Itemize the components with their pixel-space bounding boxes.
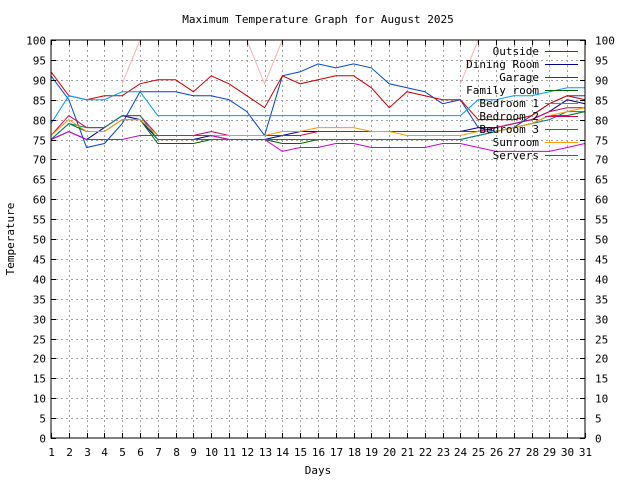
x-tick-label: 14: [276, 446, 290, 459]
y-tick-label-right: 80: [595, 115, 608, 128]
y-tick-label-right: 20: [595, 353, 608, 366]
y-tick-label-right: 90: [595, 75, 608, 88]
x-tick-label: 29: [543, 446, 556, 459]
series-line-bedroom-1: [51, 87, 585, 124]
chart-grid: [51, 40, 585, 438]
x-tick-label: 30: [561, 446, 574, 459]
y-tick-label-right: 25: [595, 334, 608, 347]
y-tick-label: 95: [33, 55, 46, 68]
y-tick-label: 60: [33, 194, 46, 207]
series-line-servers: [51, 130, 585, 152]
x-tick-label: 31: [579, 446, 592, 459]
x-tick-label: 27: [508, 446, 521, 459]
y-tick-label-right: 40: [595, 274, 608, 287]
x-tick-label: 17: [330, 446, 343, 459]
y-tick-label-right: 60: [595, 194, 608, 207]
chart-series: [51, 40, 585, 152]
legend-label-garage: Garage: [499, 71, 539, 84]
y-tick-label-right: 10: [595, 393, 608, 406]
series-line-sunroom: [51, 107, 585, 136]
x-tick-label: 26: [490, 446, 503, 459]
x-tick-label: 1: [48, 446, 55, 459]
y-tick-label: 40: [33, 274, 46, 287]
legend-label-sunroom: Sunroom: [493, 136, 540, 149]
y-tick-label: 90: [33, 75, 46, 88]
y-tick-label: 10: [33, 393, 46, 406]
y-tick-label: 35: [33, 294, 46, 307]
legend-label-outside: Outside: [493, 45, 539, 58]
x-tick-label: 13: [259, 446, 272, 459]
x-tick-label: 10: [205, 446, 218, 459]
y-tick-label: 5: [39, 413, 46, 426]
y-tick-label-right: 75: [595, 135, 608, 148]
y-tick-label: 45: [33, 254, 46, 267]
y-tick-label: 50: [33, 234, 46, 247]
y-tick-label-right: 100: [595, 35, 615, 48]
y-tick-label: 0: [39, 433, 46, 446]
x-tick-label: 4: [101, 446, 108, 459]
chart-title: Maximum Temperature Graph for August 202…: [182, 13, 454, 26]
y-tick-label: 65: [33, 174, 46, 187]
x-tick-label: 21: [401, 446, 414, 459]
x-tick-label: 12: [241, 446, 254, 459]
x-axis-label: Days: [305, 464, 332, 477]
y-tick-label-right: 70: [595, 154, 608, 167]
x-tick-label: 8: [173, 446, 180, 459]
x-tick-label: 18: [348, 446, 361, 459]
y-tick-label-right: 30: [595, 314, 608, 327]
y-axis-label: Temperature: [4, 203, 17, 276]
y-tick-label: 20: [33, 353, 46, 366]
x-tick-label: 11: [223, 446, 236, 459]
x-tick-label: 23: [437, 446, 450, 459]
y-tick-label: 100: [26, 35, 46, 48]
y-tick-label-right: 55: [595, 214, 608, 227]
y-tick-label: 70: [33, 154, 46, 167]
legend-label-bedroom-1: Bedroom 1: [479, 97, 539, 110]
y-tick-label: 80: [33, 115, 46, 128]
y-tick-label: 15: [33, 373, 46, 386]
legend-label-family-room: Family room: [466, 84, 539, 97]
x-tick-label: 22: [419, 446, 432, 459]
x-tick-label: 6: [137, 446, 144, 459]
x-tick-label: 28: [526, 446, 539, 459]
y-tick-label-right: 45: [595, 254, 608, 267]
y-tick-label-right: 95: [595, 55, 608, 68]
y-tick-label-right: 85: [595, 95, 608, 108]
y-tick-label-right: 35: [595, 294, 608, 307]
y-tick-label: 25: [33, 334, 46, 347]
legend-label-bedroom-2: Bedroom 2: [479, 110, 539, 123]
x-tick-label: 7: [155, 446, 162, 459]
x-tick-label: 5: [119, 446, 126, 459]
legend-label-bedroom-3: Bedroom 3: [479, 123, 539, 136]
x-tick-label: 20: [383, 446, 396, 459]
x-tick-label: 3: [84, 446, 91, 459]
x-tick-label: 9: [190, 446, 197, 459]
x-tick-label: 16: [312, 446, 325, 459]
y-tick-label: 75: [33, 135, 46, 148]
y-tick-label-right: 65: [595, 174, 608, 187]
legend-label-dining-room: Dining Room: [466, 58, 539, 71]
y-tick-label-right: 15: [595, 373, 608, 386]
series-line-garage: [51, 71, 585, 121]
y-tick-label: 55: [33, 214, 46, 227]
series-line-unlabeled: [51, 40, 479, 86]
x-tick-label: 15: [294, 446, 307, 459]
y-tick-label-right: 50: [595, 234, 608, 247]
x-tick-label: 25: [472, 446, 485, 459]
legend-label-servers: Servers: [493, 149, 539, 162]
x-tick-label: 2: [66, 446, 73, 459]
y-tick-label: 85: [33, 95, 46, 108]
y-tick-label-right: 0: [595, 433, 602, 446]
x-tick-label: 19: [365, 446, 378, 459]
y-tick-label-right: 5: [595, 413, 602, 426]
y-tick-label: 30: [33, 314, 46, 327]
x-tick-label: 24: [454, 446, 468, 459]
